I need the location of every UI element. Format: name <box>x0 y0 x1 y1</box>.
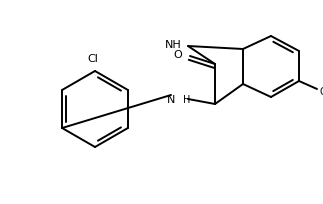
Text: N: N <box>167 94 175 104</box>
Text: H: H <box>183 94 190 104</box>
Text: NH: NH <box>165 40 182 50</box>
Text: O: O <box>173 50 182 60</box>
Text: CH₃: CH₃ <box>320 86 323 96</box>
Text: Cl: Cl <box>88 54 99 64</box>
